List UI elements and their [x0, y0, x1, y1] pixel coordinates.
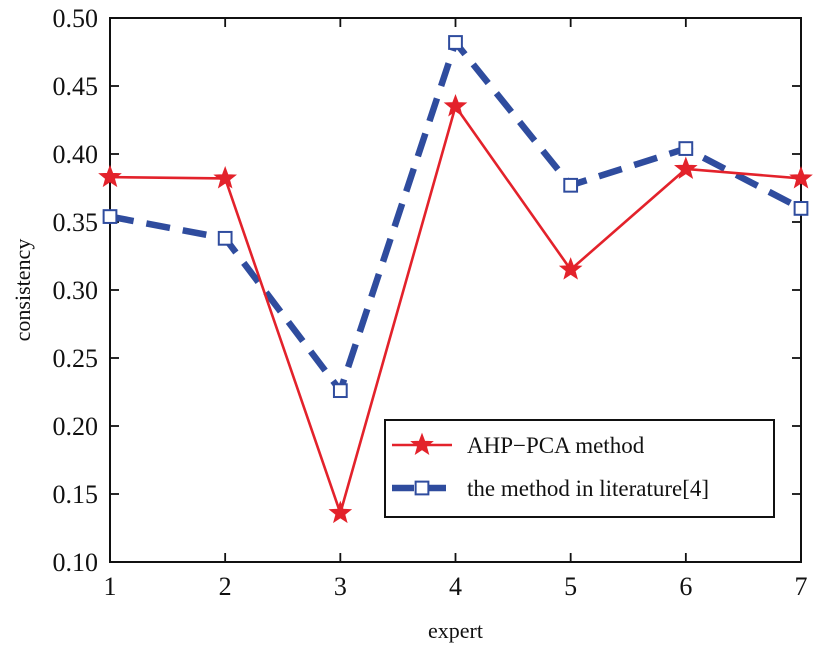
y-tick-label: 0.40 — [53, 140, 99, 169]
y-tick-label: 0.25 — [53, 344, 99, 373]
series-square-marker — [563, 177, 579, 193]
legend: AHP−PCA method the method in literature[4… — [384, 419, 775, 518]
series-square-marker — [102, 209, 118, 224]
y-tick-label: 0.45 — [53, 72, 99, 101]
legend-label-ahp-pca: AHP−PCA method — [467, 433, 645, 458]
series-star-marker — [443, 93, 468, 117]
series-square-marker — [217, 230, 233, 246]
series-square-marker — [793, 201, 809, 216]
y-tick-label: 0.15 — [53, 480, 99, 509]
legend-label-literature: the method in literature[4] — [467, 476, 709, 501]
axis-ticks-layer: 0.10 0.15 0.20 0.25 0.30 0.35 0.40 0.45 0.50 1 2 3 4… — [53, 4, 808, 601]
series-square-marker — [414, 480, 430, 496]
x-axis-title: expert — [428, 618, 483, 643]
series-star-marker — [674, 156, 698, 180]
series-star-marker — [98, 164, 122, 188]
series-layer — [98, 35, 813, 524]
y-tick-label: 0.10 — [53, 548, 99, 577]
series-star-marker — [328, 500, 353, 524]
series-star-marker — [789, 166, 813, 189]
series-star-marker — [558, 257, 583, 280]
legend-box — [384, 419, 775, 518]
y-axis-title: consistency — [10, 239, 35, 342]
x-tick-label: 1 — [104, 572, 117, 601]
series-square-marker — [678, 141, 694, 156]
series-group — [98, 93, 813, 524]
x-tick-label: 3 — [334, 572, 347, 601]
series-square-marker — [332, 383, 348, 399]
y-tick-label: 0.50 — [53, 4, 99, 33]
x-tick-label: 2 — [219, 572, 232, 601]
series-square-marker — [448, 35, 463, 50]
y-tick-label: 0.30 — [53, 276, 99, 305]
y-tick-label: 0.35 — [53, 208, 99, 237]
x-tick-label: 7 — [795, 572, 808, 601]
series-star-marker — [213, 166, 237, 189]
y-tick-label: 0.20 — [53, 412, 99, 441]
x-tick-label: 5 — [564, 572, 577, 601]
series-group — [102, 35, 809, 399]
series-star-marker — [410, 432, 434, 456]
x-tick-label: 4 — [449, 572, 462, 601]
x-tick-label: 6 — [679, 572, 692, 601]
